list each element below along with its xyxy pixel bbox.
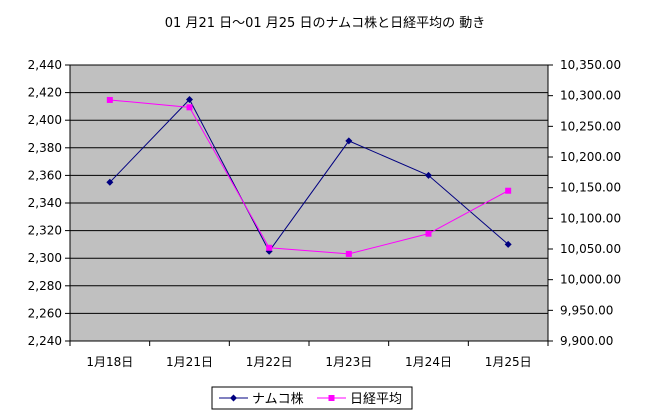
left-tick-label-5: 2,340 xyxy=(28,196,62,210)
left-tick-label-8: 2,400 xyxy=(28,113,62,127)
left-tick-label-10: 2,440 xyxy=(28,58,62,72)
series-0-point-0 xyxy=(106,178,114,186)
x-tick-label-3: 1月23日 xyxy=(325,355,372,369)
right-tick-label-7: 10,250.00 xyxy=(560,119,621,133)
legend-marker-0 xyxy=(230,394,237,402)
x-tick-label-5: 1月25日 xyxy=(485,355,532,369)
right-tick-label-8: 10,300.00 xyxy=(560,89,621,103)
left-tick-label-7: 2,380 xyxy=(28,141,62,155)
left-tick-label-9: 2,420 xyxy=(28,86,62,100)
series-line-1 xyxy=(109,99,509,255)
left-axis: 2,240 2,260 2,280 2,300 2,320 2,340 2,360 2,380… xyxy=(28,58,71,348)
x-tick-label-2: 1月22日 xyxy=(246,355,293,369)
left-tick-label-0: 2,240 xyxy=(28,334,62,348)
chart-title: 01 月21 日～01 月25 日のナムコ株と日経平均の 動き xyxy=(165,16,485,31)
series-0-point-1 xyxy=(186,96,193,103)
right-tick-label-0: 9,900.00 xyxy=(560,334,613,348)
legend-label-1: 日経平均 xyxy=(350,392,402,407)
left-tick-label-1: 2,260 xyxy=(28,306,62,320)
x-tick-label-0: 1月18日 xyxy=(86,355,133,369)
series-0-point-4 xyxy=(425,171,432,179)
series-1-point-5 xyxy=(505,187,512,194)
series-1-point-1 xyxy=(186,104,193,111)
series-line-0 xyxy=(109,98,509,253)
right-tick-label-3: 10,050.00 xyxy=(560,242,621,256)
series-0-point-3 xyxy=(345,137,353,145)
legend-box xyxy=(211,386,413,410)
right-tick-label-5: 10,150.00 xyxy=(560,181,621,195)
left-tick-label-2: 2,280 xyxy=(28,279,62,293)
series-1-point-4 xyxy=(425,230,432,237)
right-tick-label-2: 10,000.00 xyxy=(560,273,621,287)
right-tick-label-1: 9,950.00 xyxy=(560,303,613,317)
left-tick-label-4: 2,320 xyxy=(28,224,62,238)
right-tick-label-4: 10,100.00 xyxy=(560,211,621,225)
right-axis: 9,900.00 9,950.00 10,000.00 10,050.00 10,100… xyxy=(547,58,621,348)
x-tick-label-4: 1月24日 xyxy=(405,355,452,369)
series-1-point-0 xyxy=(106,96,113,103)
right-tick-label-9: 10,350.00 xyxy=(560,58,621,72)
x-tick-label-1: 1月21日 xyxy=(166,355,213,369)
legend: ナムコ株 日経平均 xyxy=(211,386,413,410)
legend-label-0: ナムコ株 xyxy=(252,392,304,407)
left-tick-label-3: 2,300 xyxy=(28,251,62,265)
right-tick-label-6: 10,200.00 xyxy=(560,150,621,164)
series-1-point-3 xyxy=(345,250,352,257)
x-axis: 1月18日 1月21日 1月22日 1月23日 1月24日 1月25日 xyxy=(69,340,549,369)
series-0-point-5 xyxy=(504,240,512,248)
legend-marker-1 xyxy=(328,395,335,401)
series-lines xyxy=(106,96,512,257)
left-tick-label-6: 2,360 xyxy=(28,168,62,182)
series-1-point-2 xyxy=(266,244,273,251)
